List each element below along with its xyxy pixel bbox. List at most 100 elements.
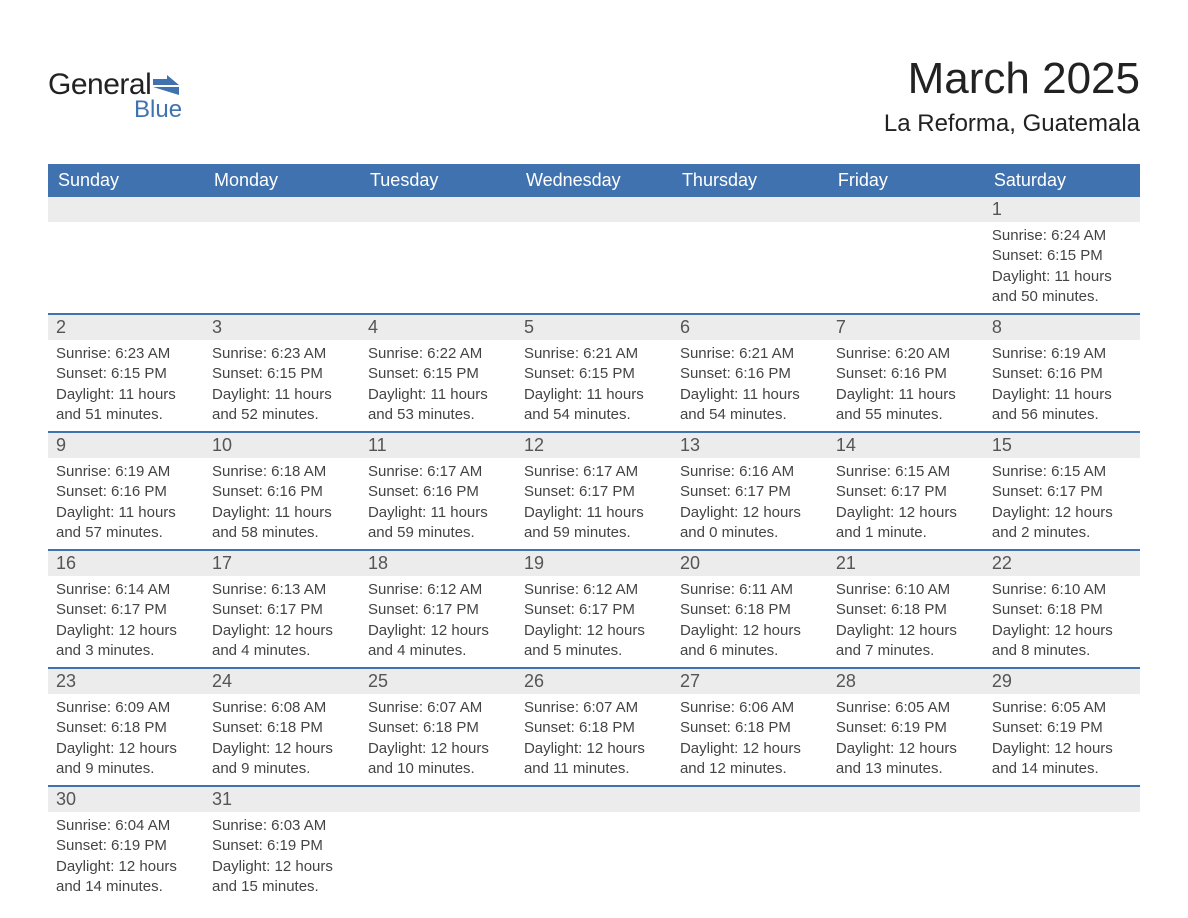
daylight-text: Daylight: 11 hours and 51 minutes.: [56, 385, 196, 426]
calendar-day-cell: 16Sunrise: 6:14 AMSunset: 6:17 PMDayligh…: [48, 550, 204, 668]
calendar-day-cell: [204, 197, 360, 314]
sunset-text: Sunset: 6:18 PM: [524, 718, 664, 738]
calendar-day-cell: [828, 786, 984, 903]
calendar-table: Sunday Monday Tuesday Wednesday Thursday…: [48, 164, 1140, 903]
calendar-day-cell: 20Sunrise: 6:11 AMSunset: 6:18 PMDayligh…: [672, 550, 828, 668]
daylight-text: Daylight: 11 hours and 59 minutes.: [368, 503, 508, 544]
day-number: [360, 787, 516, 812]
day-details: Sunrise: 6:14 AMSunset: 6:17 PMDaylight:…: [48, 576, 204, 667]
daylight-text: Daylight: 11 hours and 54 minutes.: [524, 385, 664, 426]
calendar-day-cell: 29Sunrise: 6:05 AMSunset: 6:19 PMDayligh…: [984, 668, 1140, 786]
sunrise-text: Sunrise: 6:21 AM: [524, 344, 664, 364]
sunrise-text: Sunrise: 6:23 AM: [56, 344, 196, 364]
day-number: 29: [984, 669, 1140, 694]
daylight-text: Daylight: 11 hours and 55 minutes.: [836, 385, 976, 426]
sunrise-text: Sunrise: 6:13 AM: [212, 580, 352, 600]
day-details: [360, 812, 516, 892]
calendar-day-cell: 21Sunrise: 6:10 AMSunset: 6:18 PMDayligh…: [828, 550, 984, 668]
calendar-day-cell: [672, 197, 828, 314]
calendar-day-cell: [672, 786, 828, 903]
calendar-day-cell: 14Sunrise: 6:15 AMSunset: 6:17 PMDayligh…: [828, 432, 984, 550]
sunrise-text: Sunrise: 6:21 AM: [680, 344, 820, 364]
sunrise-text: Sunrise: 6:18 AM: [212, 462, 352, 482]
calendar-day-cell: 9Sunrise: 6:19 AMSunset: 6:16 PMDaylight…: [48, 432, 204, 550]
day-number: 15: [984, 433, 1140, 458]
daylight-text: Daylight: 12 hours and 4 minutes.: [368, 621, 508, 662]
day-number: 5: [516, 315, 672, 340]
daylight-text: Daylight: 11 hours and 58 minutes.: [212, 503, 352, 544]
calendar-day-cell: 18Sunrise: 6:12 AMSunset: 6:17 PMDayligh…: [360, 550, 516, 668]
daylight-text: Daylight: 11 hours and 50 minutes.: [992, 267, 1132, 308]
sunrise-text: Sunrise: 6:12 AM: [524, 580, 664, 600]
day-details: Sunrise: 6:05 AMSunset: 6:19 PMDaylight:…: [984, 694, 1140, 785]
day-number: [516, 787, 672, 812]
daylight-text: Daylight: 11 hours and 59 minutes.: [524, 503, 664, 544]
day-number: 22: [984, 551, 1140, 576]
sunset-text: Sunset: 6:17 PM: [680, 482, 820, 502]
calendar-day-cell: 23Sunrise: 6:09 AMSunset: 6:18 PMDayligh…: [48, 668, 204, 786]
sunset-text: Sunset: 6:19 PM: [992, 718, 1132, 738]
day-number: 24: [204, 669, 360, 694]
day-number: [360, 197, 516, 222]
sunrise-text: Sunrise: 6:20 AM: [836, 344, 976, 364]
sunrise-text: Sunrise: 6:15 AM: [992, 462, 1132, 482]
day-details: Sunrise: 6:03 AMSunset: 6:19 PMDaylight:…: [204, 812, 360, 903]
daylight-text: Daylight: 11 hours and 52 minutes.: [212, 385, 352, 426]
day-number: 3: [204, 315, 360, 340]
calendar-day-cell: [48, 197, 204, 314]
day-details: Sunrise: 6:06 AMSunset: 6:18 PMDaylight:…: [672, 694, 828, 785]
daylight-text: Daylight: 12 hours and 14 minutes.: [992, 739, 1132, 780]
day-number: 13: [672, 433, 828, 458]
day-details: Sunrise: 6:10 AMSunset: 6:18 PMDaylight:…: [984, 576, 1140, 667]
day-number: 9: [48, 433, 204, 458]
calendar-day-cell: [516, 786, 672, 903]
day-number: 28: [828, 669, 984, 694]
sunset-text: Sunset: 6:18 PM: [836, 600, 976, 620]
day-number: 8: [984, 315, 1140, 340]
sunset-text: Sunset: 6:17 PM: [524, 600, 664, 620]
daylight-text: Daylight: 12 hours and 12 minutes.: [680, 739, 820, 780]
sunrise-text: Sunrise: 6:11 AM: [680, 580, 820, 600]
calendar-day-cell: 12Sunrise: 6:17 AMSunset: 6:17 PMDayligh…: [516, 432, 672, 550]
day-details: Sunrise: 6:22 AMSunset: 6:15 PMDaylight:…: [360, 340, 516, 431]
calendar-day-cell: 31Sunrise: 6:03 AMSunset: 6:19 PMDayligh…: [204, 786, 360, 903]
day-number: 14: [828, 433, 984, 458]
sunrise-text: Sunrise: 6:08 AM: [212, 698, 352, 718]
calendar-day-cell: 13Sunrise: 6:16 AMSunset: 6:17 PMDayligh…: [672, 432, 828, 550]
sunset-text: Sunset: 6:15 PM: [56, 364, 196, 384]
calendar-day-cell: [360, 786, 516, 903]
day-number: [828, 787, 984, 812]
calendar-day-cell: 28Sunrise: 6:05 AMSunset: 6:19 PMDayligh…: [828, 668, 984, 786]
sunset-text: Sunset: 6:19 PM: [836, 718, 976, 738]
day-details: Sunrise: 6:05 AMSunset: 6:19 PMDaylight:…: [828, 694, 984, 785]
daylight-text: Daylight: 11 hours and 57 minutes.: [56, 503, 196, 544]
sunrise-text: Sunrise: 6:07 AM: [368, 698, 508, 718]
calendar-day-cell: 11Sunrise: 6:17 AMSunset: 6:16 PMDayligh…: [360, 432, 516, 550]
day-details: Sunrise: 6:15 AMSunset: 6:17 PMDaylight:…: [828, 458, 984, 549]
day-details: [672, 812, 828, 892]
daylight-text: Daylight: 12 hours and 5 minutes.: [524, 621, 664, 662]
calendar-day-cell: 2 Sunrise: 6:23 AMSunset: 6:15 PMDaylight…: [48, 314, 204, 432]
day-details: Sunrise: 6:12 AMSunset: 6:17 PMDaylight:…: [516, 576, 672, 667]
daylight-text: Daylight: 12 hours and 6 minutes.: [680, 621, 820, 662]
day-number: 2: [48, 315, 204, 340]
logo-text-sub: Blue: [134, 96, 182, 124]
day-number: 6: [672, 315, 828, 340]
calendar-day-cell: 8Sunrise: 6:19 AMSunset: 6:16 PMDaylight…: [984, 314, 1140, 432]
dow-wednesday: Wednesday: [516, 164, 672, 197]
day-number: [672, 787, 828, 812]
daylight-text: Daylight: 12 hours and 14 minutes.: [56, 857, 196, 898]
daylight-text: Daylight: 12 hours and 0 minutes.: [680, 503, 820, 544]
dow-sunday: Sunday: [48, 164, 204, 197]
calendar-day-cell: 7Sunrise: 6:20 AMSunset: 6:16 PMDaylight…: [828, 314, 984, 432]
day-details: Sunrise: 6:15 AMSunset: 6:17 PMDaylight:…: [984, 458, 1140, 549]
calendar-day-cell: [984, 786, 1140, 903]
sunrise-text: Sunrise: 6:06 AM: [680, 698, 820, 718]
day-details: [984, 812, 1140, 892]
sunset-text: Sunset: 6:18 PM: [212, 718, 352, 738]
sunset-text: Sunset: 6:18 PM: [368, 718, 508, 738]
day-details: [360, 222, 516, 302]
day-details: Sunrise: 6:21 AMSunset: 6:16 PMDaylight:…: [672, 340, 828, 431]
calendar-day-cell: [828, 197, 984, 314]
daylight-text: Daylight: 12 hours and 2 minutes.: [992, 503, 1132, 544]
